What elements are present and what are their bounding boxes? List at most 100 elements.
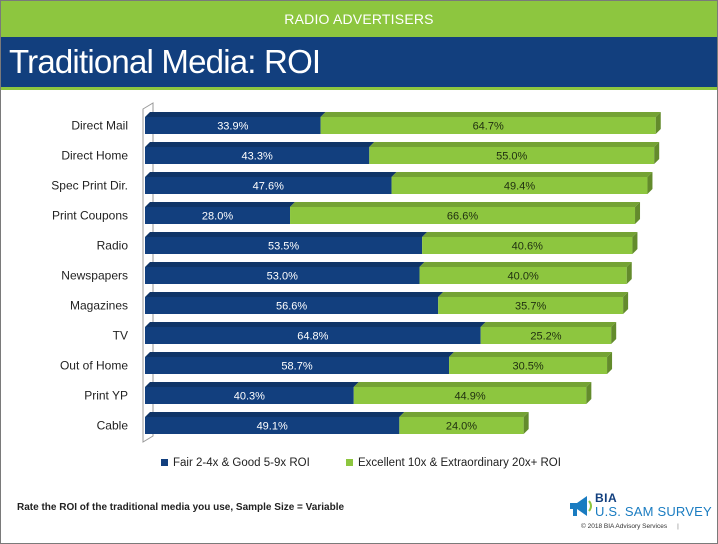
bar-segment — [145, 417, 400, 434]
category-label: Print YP — [84, 389, 128, 403]
bar-side-face — [523, 412, 529, 434]
legend-label: Excellent 10x & Extraordinary 20x+ ROI — [358, 457, 561, 469]
divider: | — [677, 523, 679, 530]
data-label: 49.1% — [257, 421, 288, 433]
copyright-text: © 2018 BIA Advisory Services — [581, 523, 668, 530]
banner: RADIO ADVERTISERS — [1, 1, 717, 37]
data-label: 30.5% — [512, 361, 543, 373]
data-label: 53.0% — [267, 271, 298, 283]
bar-top-face — [145, 232, 428, 237]
bia-logo: BIA U.S. SAM SURVEY — [567, 491, 712, 521]
category-label: Spec Print Dir. — [51, 179, 128, 193]
data-label: 24.0% — [446, 421, 477, 433]
data-label: 49.4% — [504, 181, 535, 193]
bar-side-face — [632, 232, 638, 254]
data-label: 55.0% — [496, 151, 527, 163]
data-label: 64.7% — [473, 121, 504, 133]
roi-chart: Direct Mail 33.9% 64.7% Direct Home 43.3% 55.… — [51, 102, 661, 469]
bar-segment — [145, 207, 291, 224]
bar-segment — [399, 417, 524, 434]
bar-top-face — [480, 322, 617, 327]
category-label: Radio — [97, 239, 129, 253]
bar-side-face — [635, 202, 641, 224]
data-label: 40.0% — [508, 271, 539, 283]
bar-top-face — [369, 142, 660, 147]
data-label: 40.6% — [512, 241, 543, 253]
bar-top-face — [145, 142, 375, 147]
page-title: Traditional Media: ROI — [9, 43, 321, 80]
bar-segment — [353, 387, 587, 404]
bar-segment — [145, 357, 450, 374]
bar-segment — [422, 237, 633, 254]
legend-swatch — [161, 459, 168, 466]
data-label: 66.6% — [447, 211, 478, 223]
data-label: 44.9% — [454, 391, 485, 403]
bar-segment — [145, 327, 481, 344]
bar-top-face — [145, 262, 425, 267]
bar-top-face — [145, 352, 455, 357]
bar-side-face — [611, 322, 617, 344]
bar-segment — [145, 267, 420, 284]
data-label: 25.2% — [530, 331, 561, 343]
footnote: Rate the ROI of the traditional media yo… — [17, 502, 345, 513]
bar-top-face — [145, 172, 397, 177]
category-label: Direct Mail — [71, 119, 128, 133]
category-label: Newspapers — [61, 269, 128, 283]
bar-segment — [145, 237, 423, 254]
bar-segment — [145, 297, 439, 314]
bar-top-face — [419, 262, 632, 267]
category-label: TV — [113, 329, 128, 343]
bar-top-face — [290, 202, 641, 207]
bar-top-face — [399, 412, 529, 417]
bar-segment — [145, 177, 392, 194]
bar-segment — [369, 147, 655, 164]
bar-side-face — [647, 172, 653, 194]
data-label: 43.3% — [242, 151, 273, 163]
data-label: 56.6% — [276, 301, 307, 313]
bar-side-face — [607, 352, 613, 374]
bar-top-face — [438, 292, 629, 297]
bar-top-face — [353, 382, 592, 387]
bar-segment — [419, 267, 627, 284]
data-label: 40.3% — [234, 391, 265, 403]
bar-top-face — [145, 202, 296, 207]
title-bar: Traditional Media: ROI — [1, 37, 717, 90]
data-label: 33.9% — [217, 121, 248, 133]
bar-segment — [438, 297, 624, 314]
bar-side-face — [655, 112, 661, 134]
bar-side-face — [586, 382, 592, 404]
bar-side-face — [623, 292, 629, 314]
bar-segment — [320, 117, 656, 134]
bar-top-face — [145, 412, 405, 417]
category-label: Magazines — [70, 299, 128, 313]
bar-top-face — [145, 322, 486, 327]
logo-survey-text: U.S. SAM SURVEY — [595, 504, 712, 519]
bar-top-face — [422, 232, 638, 237]
bar-segment — [145, 147, 370, 164]
bar-top-face — [145, 112, 326, 117]
bar-top-face — [320, 112, 661, 117]
bar-top-face — [145, 292, 444, 297]
bar-top-face — [391, 172, 653, 177]
bar-segment — [145, 387, 354, 404]
category-label: Print Coupons — [52, 209, 128, 223]
bar-top-face — [449, 352, 613, 357]
category-label: Out of Home — [60, 359, 128, 373]
bar-segment — [145, 117, 321, 134]
bar-segment — [391, 177, 648, 194]
data-label: 58.7% — [281, 361, 312, 373]
megaphone-icon — [570, 496, 592, 516]
bar-side-face — [626, 262, 632, 284]
data-label: 28.0% — [202, 211, 233, 223]
legend-label: Fair 2-4x & Good 5-9x ROI — [173, 457, 310, 469]
category-label: Cable — [97, 419, 129, 433]
logo-bia-text: BIA — [595, 491, 618, 505]
bar-segment — [290, 207, 636, 224]
bar-segment — [480, 327, 612, 344]
data-label: 53.5% — [268, 241, 299, 253]
legend-swatch — [346, 459, 353, 466]
copyright: © 2018 BIA Advisory Services | — [581, 523, 679, 530]
bar-side-face — [654, 142, 660, 164]
bar-segment — [449, 357, 608, 374]
